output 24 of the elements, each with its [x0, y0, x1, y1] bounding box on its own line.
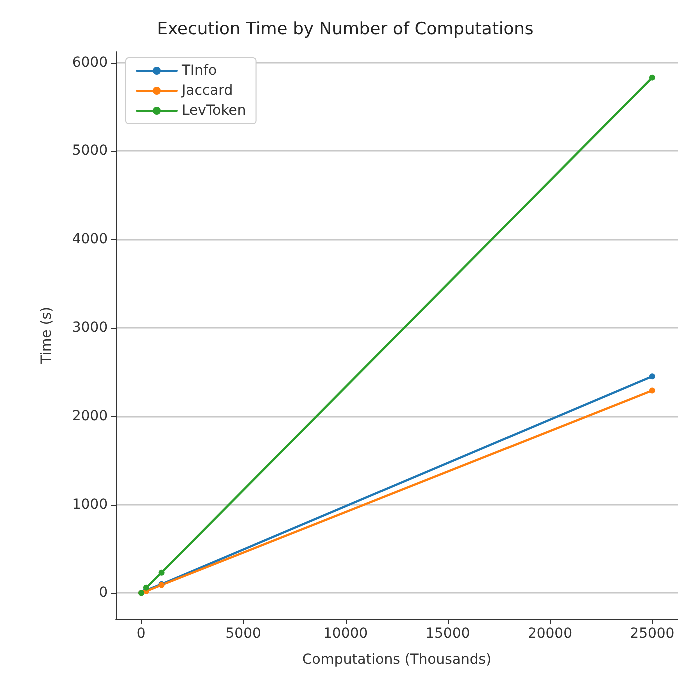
y-tick-label: 5000: [72, 143, 108, 160]
y-tick-label: 6000: [72, 54, 108, 71]
chart-title: Execution Time by Number of Computations: [157, 20, 534, 40]
x-tick-label: 15000: [426, 626, 470, 642]
point: [143, 584, 150, 591]
x-axis-title: Computations (Thousands): [302, 652, 492, 668]
point: [649, 74, 656, 81]
point: [649, 374, 656, 380]
y-tick-label: 0: [99, 585, 108, 602]
x-tick-label: 10000: [324, 626, 368, 642]
y-tick-label: 4000: [72, 232, 108, 248]
x-tick-label: 25000: [630, 626, 675, 642]
legend-label: Jaccard: [181, 83, 234, 99]
x-tick-label: 5000: [226, 626, 262, 642]
legend-label: TInfo: [181, 63, 218, 79]
y-tick-label: 3000: [72, 320, 108, 336]
legend-label: LevToken: [182, 103, 246, 119]
point: [649, 388, 656, 394]
y-tick-label: 2000: [72, 408, 108, 424]
x-tick-label: 0: [136, 626, 146, 642]
point: [158, 570, 165, 576]
y-axis-title: Time (s): [39, 307, 55, 365]
y-tick-label: 1000: [72, 496, 108, 513]
x-tick-label: 20000: [528, 626, 572, 642]
